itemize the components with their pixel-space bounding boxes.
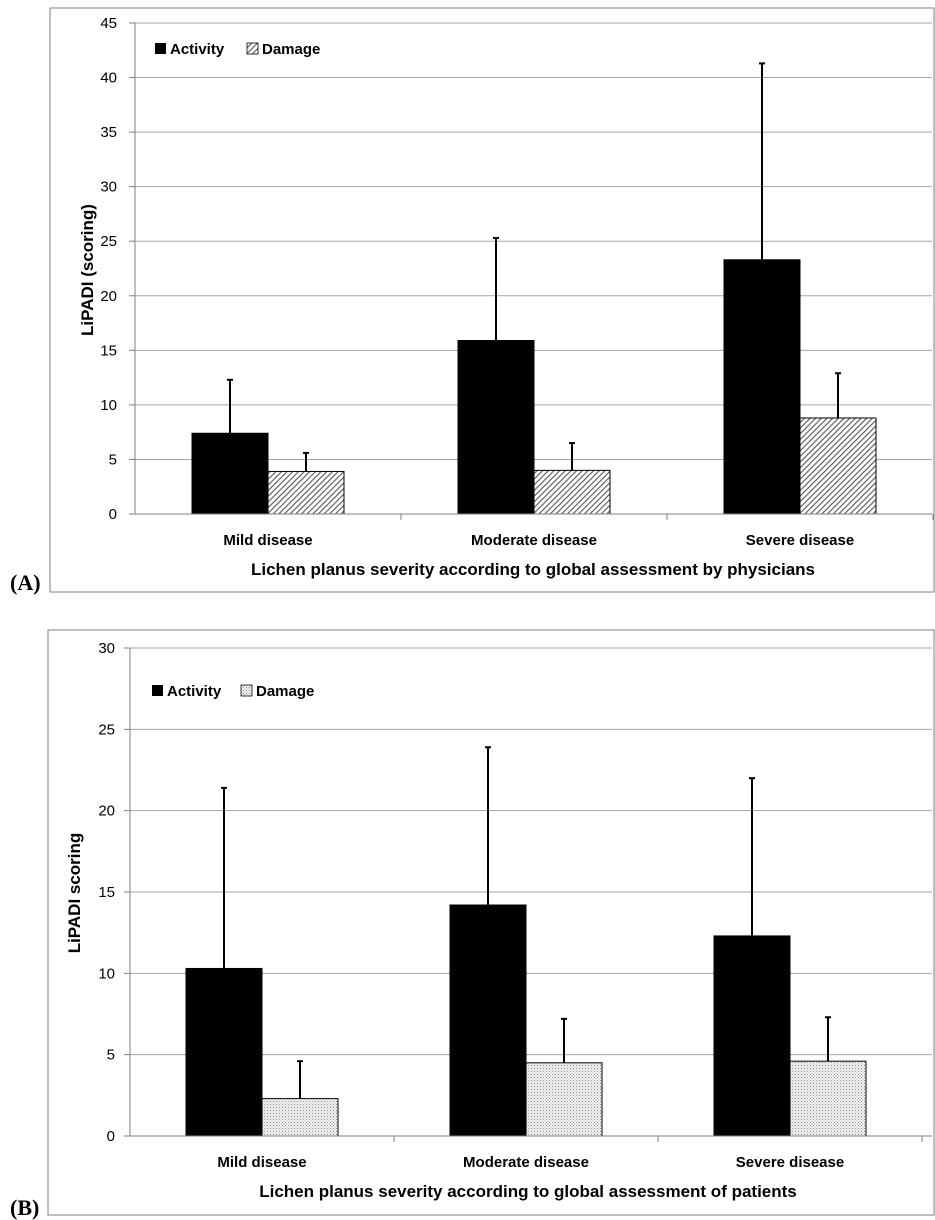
y-tick-label: 15 bbox=[98, 884, 115, 901]
bar-activity bbox=[449, 904, 527, 1137]
y-tick-label: 20 bbox=[98, 803, 115, 820]
bar-damage bbox=[525, 1062, 603, 1137]
bar-damage bbox=[261, 1098, 339, 1137]
category-label: Mild disease bbox=[217, 1154, 306, 1171]
panel-a-bars bbox=[191, 259, 877, 515]
y-tick-label: 20 bbox=[100, 288, 117, 305]
category-label: Moderate disease bbox=[471, 532, 597, 549]
y-tick-label: 0 bbox=[107, 1128, 115, 1145]
y-tick-label: 35 bbox=[100, 124, 117, 141]
legend-damage-swatch bbox=[240, 684, 253, 697]
legend-activity-label: Activity bbox=[167, 683, 222, 700]
y-tick-label: 30 bbox=[98, 640, 115, 657]
y-tick-label: 25 bbox=[100, 233, 117, 250]
y-tick-label: 0 bbox=[109, 506, 117, 523]
panel-b-frame bbox=[47, 629, 935, 1216]
legend-damage-swatch bbox=[246, 42, 259, 55]
panel-b-bars bbox=[185, 904, 867, 1137]
panel-b-categories: Mild disease Moderate disease Severe disea… bbox=[217, 1154, 844, 1171]
bar-activity bbox=[457, 340, 535, 515]
bar-damage bbox=[267, 470, 345, 515]
y-tick-label: 15 bbox=[100, 342, 117, 359]
legend-activity-label: Activity bbox=[170, 41, 225, 58]
y-tick-label: 40 bbox=[100, 70, 117, 87]
y-tick-label: 25 bbox=[98, 721, 115, 738]
y-tick-label: 45 bbox=[100, 15, 117, 32]
y-tick-label: 5 bbox=[109, 451, 117, 468]
panel-a-xlabel: Lichen planus severity according to glob… bbox=[251, 560, 815, 579]
panel-a-axes bbox=[129, 22, 934, 520]
panel-a-tag: (A) bbox=[10, 570, 41, 595]
panel-a-frame bbox=[49, 7, 935, 593]
category-label: Mild disease bbox=[223, 532, 312, 549]
legend-damage-label: Damage bbox=[256, 683, 314, 700]
chart-panel-b: 0 5 10 15 20 25 30 Mild disease Moderate diseas… bbox=[10, 629, 935, 1220]
legend-activity-swatch bbox=[152, 685, 163, 696]
panel-b-errors bbox=[221, 746, 831, 1099]
legend-damage-label: Damage bbox=[262, 41, 320, 58]
bar-damage bbox=[799, 417, 877, 515]
legend-activity-swatch bbox=[155, 43, 166, 54]
panel-b-axes bbox=[124, 647, 932, 1142]
panel-b-xlabel: Lichen planus severity according to glob… bbox=[259, 1182, 797, 1201]
panel-a-ylabel: LiPADI (scoring) bbox=[78, 204, 97, 336]
category-label: Severe disease bbox=[736, 1154, 844, 1171]
panel-b-tag: (B) bbox=[10, 1195, 39, 1220]
bar-damage bbox=[533, 469, 611, 515]
panel-a-yticks: 0 5 10 15 20 25 30 35 40 45 bbox=[100, 15, 117, 523]
panel-a-errors bbox=[227, 62, 841, 472]
panel-b-legend: Activity Damage bbox=[152, 683, 314, 700]
y-tick-label: 30 bbox=[100, 179, 117, 196]
chart-panel-a: 0 5 10 15 20 25 30 35 40 45 Mild disease Moderate … bbox=[10, 7, 935, 595]
bar-activity bbox=[713, 935, 791, 1137]
bar-activity bbox=[723, 259, 801, 515]
panel-a-legend: Activity Damage bbox=[155, 41, 320, 58]
panel-b-ylabel: LiPADI scoring bbox=[65, 833, 84, 954]
y-tick-label: 5 bbox=[107, 1047, 115, 1064]
panel-b-grid bbox=[130, 647, 932, 1056]
panel-b-yticks: 0 5 10 15 20 25 30 bbox=[98, 640, 115, 1145]
category-label: Severe disease bbox=[746, 532, 854, 549]
y-tick-label: 10 bbox=[100, 397, 117, 414]
bar-activity bbox=[185, 967, 263, 1137]
panel-a-categories: Mild disease Moderate disease Severe disea… bbox=[223, 532, 854, 549]
bar-activity bbox=[191, 432, 269, 515]
y-tick-label: 10 bbox=[98, 965, 115, 982]
bar-damage bbox=[789, 1060, 867, 1137]
category-label: Moderate disease bbox=[463, 1154, 589, 1171]
